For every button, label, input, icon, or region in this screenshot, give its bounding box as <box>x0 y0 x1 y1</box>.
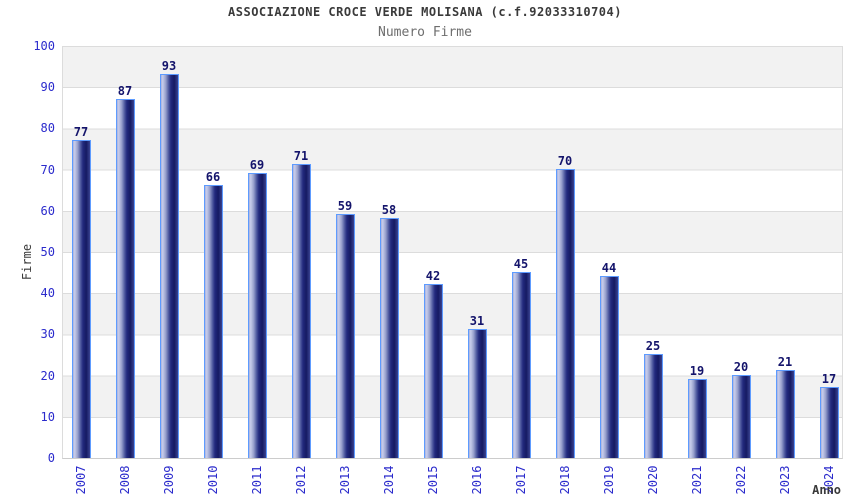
bar-value-label: 58 <box>381 203 397 217</box>
bar-2017 <box>512 272 531 458</box>
x-tick-label: 2013 <box>338 465 352 495</box>
y-tick-label: 50 <box>40 245 55 259</box>
bar-value-label: 71 <box>293 149 309 163</box>
bar-2008 <box>116 99 135 458</box>
x-tick-label: 2012 <box>294 465 308 495</box>
y-tick-label: 10 <box>40 409 55 424</box>
bar-2010 <box>204 185 223 458</box>
x-tick-label: 2021 <box>690 465 704 495</box>
x-tick-label: 2010 <box>206 465 220 495</box>
bar-value-label: 66 <box>205 170 221 184</box>
y-tick-label: 60 <box>40 203 55 218</box>
chart-title: ASSOCIAZIONE CROCE VERDE MOLISANA (c.f.9… <box>228 5 622 19</box>
bar-value-label: 42 <box>425 269 441 283</box>
bar-value-label: 44 <box>601 261 617 275</box>
bar-value-label: 93 <box>161 59 177 73</box>
bar-2007 <box>72 140 91 458</box>
bar-2013 <box>336 214 355 458</box>
y-tick-label: 20 <box>40 368 55 383</box>
x-tick-label: 2008 <box>118 465 132 495</box>
bar-2009 <box>160 74 179 458</box>
x-tick-label: 2020 <box>646 465 660 495</box>
x-tick-label: 2015 <box>426 465 440 495</box>
x-tick-label: 2007 <box>74 465 88 495</box>
bar-value-label: 77 <box>73 125 89 139</box>
x-tick-label: 2014 <box>382 465 396 495</box>
bar-2018 <box>556 169 575 458</box>
bar-value-label: 21 <box>777 355 793 369</box>
bar-value-label: 17 <box>821 372 837 386</box>
x-tick-label: 2011 <box>250 465 264 495</box>
x-tick-label: 2019 <box>602 465 616 495</box>
bar-value-label: 19 <box>689 364 705 378</box>
bar-value-label: 59 <box>337 199 353 213</box>
x-tick-label: 2023 <box>778 465 792 495</box>
bar-2023 <box>776 370 795 458</box>
bar-value-label: 70 <box>557 154 573 168</box>
y-tick-label: 0 <box>47 451 55 465</box>
x-tick-label: 2009 <box>162 465 176 495</box>
y-tick-label: 100 <box>33 39 55 53</box>
x-tick-label: 2016 <box>470 465 484 495</box>
bar-2022 <box>732 375 751 458</box>
bar-value-label: 31 <box>469 314 485 328</box>
y-tick-label: 70 <box>40 162 55 177</box>
y-tick-label: 30 <box>40 327 55 342</box>
bar-value-label: 69 <box>249 158 265 172</box>
bar-2016 <box>468 329 487 458</box>
bar-2012 <box>292 164 311 458</box>
x-tick-label: 2017 <box>514 465 528 495</box>
bar-value-label: 87 <box>117 84 133 98</box>
x-tick-label: 2022 <box>734 465 748 495</box>
y-tick-label: 40 <box>40 286 55 301</box>
x-axis-title: Anno <box>812 483 841 497</box>
bar-2015 <box>424 284 443 458</box>
x-tick-label: 2018 <box>558 465 572 495</box>
bar-2024 <box>820 387 839 458</box>
y-tick-label: 80 <box>40 121 55 136</box>
chart-subtitle: Numero Firme <box>378 25 472 40</box>
bar-value-label: 20 <box>733 360 749 374</box>
bar-2019 <box>600 276 619 458</box>
bar-2021 <box>688 379 707 458</box>
bar-2014 <box>380 218 399 458</box>
bar-value-label: 25 <box>645 339 661 353</box>
bar-value-label: 45 <box>513 257 529 271</box>
bar-2011 <box>248 173 267 458</box>
y-tick-label: 90 <box>40 80 55 95</box>
bar-2020 <box>644 354 663 458</box>
plot-area: 77 87 93 66 69 71 59 58 42 31 45 70 44 25 19 20 21 17 <box>62 46 843 459</box>
